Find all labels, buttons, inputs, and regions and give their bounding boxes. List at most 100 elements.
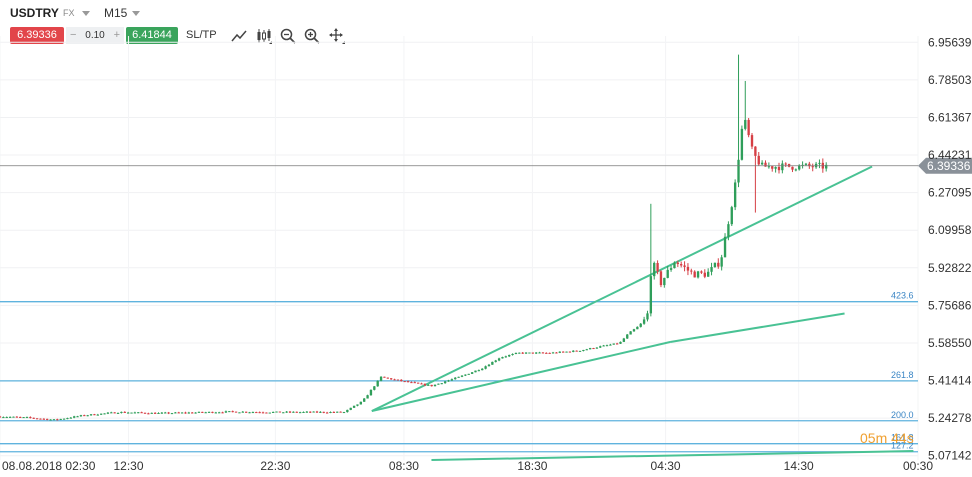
trend-lines — [371, 165, 914, 461]
crosshair-icon[interactable] — [328, 27, 346, 45]
candle-body — [369, 389, 373, 396]
sltp-button[interactable]: SL/TP — [186, 29, 217, 41]
candle-body — [427, 384, 430, 386]
time-axis[interactable]: 08.08.2018 02:30 12:30 22:30 08:30 18:30 04:3… — [2, 459, 933, 473]
candle-body — [535, 352, 538, 354]
candle-body — [79, 415, 83, 417]
line-chart-icon[interactable] — [230, 27, 248, 45]
candle-body — [292, 411, 295, 413]
candle-body — [356, 404, 359, 406]
candle-body — [504, 356, 508, 358]
candle-body — [575, 350, 578, 352]
candle-body — [521, 352, 524, 354]
fib-label: 127.2 — [891, 441, 914, 451]
y-tick-label: 5.58550 — [928, 336, 972, 350]
candle-body — [140, 412, 143, 414]
candle-body — [329, 412, 332, 414]
candle-body — [201, 411, 204, 413]
candle-body — [69, 417, 72, 419]
candle-body — [32, 417, 35, 419]
candle-body — [696, 271, 700, 278]
candle-body — [717, 262, 720, 267]
candle-body — [626, 334, 629, 339]
candle-body — [46, 418, 49, 420]
candlestick-series — [0, 54, 828, 421]
y-tick-label: 5.41414 — [928, 374, 972, 388]
candle-body — [494, 360, 497, 362]
candle-body — [62, 418, 66, 420]
y-tick-label: 6.61367 — [928, 110, 972, 124]
candle-body — [312, 411, 315, 413]
spread-decrease-button[interactable]: − — [70, 29, 77, 41]
y-tick-label: 6.27095 — [928, 186, 972, 200]
candle-body — [673, 262, 676, 269]
candle-body — [804, 163, 808, 165]
candle-body — [764, 162, 767, 167]
candle-body — [757, 155, 760, 165]
candle-body — [76, 416, 79, 418]
candle-body — [35, 418, 39, 420]
candle-body — [379, 376, 383, 381]
symbol-name[interactable]: USDTRY — [10, 6, 59, 20]
x-tick-label: 14:30 — [784, 459, 814, 473]
candle-body — [750, 135, 754, 147]
sell-price-button[interactable]: 6.39336 — [10, 27, 64, 44]
candle-body — [25, 417, 29, 419]
timeframe-selector[interactable]: M15 — [104, 6, 128, 20]
candle-body — [376, 380, 379, 387]
candle-body — [218, 412, 221, 414]
candle-body — [150, 412, 153, 414]
candle-body — [29, 417, 32, 419]
candle-body — [467, 373, 470, 375]
candle-body — [336, 411, 339, 413]
candle-body — [585, 349, 588, 351]
candle-body — [423, 383, 427, 386]
x-tick-label: 00:30 — [903, 459, 933, 473]
candle-body — [265, 412, 268, 414]
spread-increase-button[interactable]: + — [113, 29, 120, 41]
price-tag-label: 6.39336 — [927, 159, 971, 173]
candle-body — [403, 381, 406, 383]
candle-body — [315, 411, 319, 413]
candle-body — [669, 268, 673, 270]
x-tick-label: 12:30 — [114, 459, 144, 473]
candle-body — [740, 128, 744, 160]
candle-body — [548, 352, 551, 354]
price-axis[interactable]: 6.95639 6.78503 6.61367 6.44231 6.27095 6.099… — [928, 35, 972, 462]
candle-body — [744, 119, 747, 129]
candle-body — [366, 395, 369, 399]
candle-body — [700, 271, 703, 273]
candle-body — [599, 346, 602, 348]
x-tick-label: 18:30 — [517, 459, 547, 473]
candle-body — [406, 381, 410, 383]
candle-body — [0, 416, 2, 418]
candle-body — [174, 412, 177, 414]
candle-body — [659, 271, 663, 286]
candle-body — [774, 167, 777, 169]
timeframe-caret-icon[interactable] — [132, 11, 140, 16]
candle-body — [477, 370, 481, 372]
candle-body — [538, 352, 541, 354]
market-caret-icon[interactable] — [82, 11, 90, 16]
candle-body — [693, 271, 696, 278]
buy-price-button[interactable]: 6.41844 — [126, 27, 178, 44]
candle-body — [474, 370, 477, 373]
candle-body — [288, 411, 292, 413]
candle-body — [730, 207, 733, 225]
candle-body — [160, 412, 164, 414]
candle-body — [703, 272, 706, 277]
candle-body — [470, 372, 474, 374]
candle-body — [400, 379, 403, 382]
candle-body — [204, 412, 207, 414]
candle-body — [545, 352, 548, 354]
candle-body — [481, 368, 484, 371]
spread-control[interactable]: − 0.10 + — [66, 27, 124, 44]
candle-body — [42, 418, 46, 420]
candle-body — [332, 412, 336, 414]
candle-body — [130, 412, 133, 414]
candle-body — [241, 411, 244, 413]
candle-body — [339, 411, 342, 413]
candle-body — [238, 412, 241, 414]
candle-body — [110, 412, 113, 414]
